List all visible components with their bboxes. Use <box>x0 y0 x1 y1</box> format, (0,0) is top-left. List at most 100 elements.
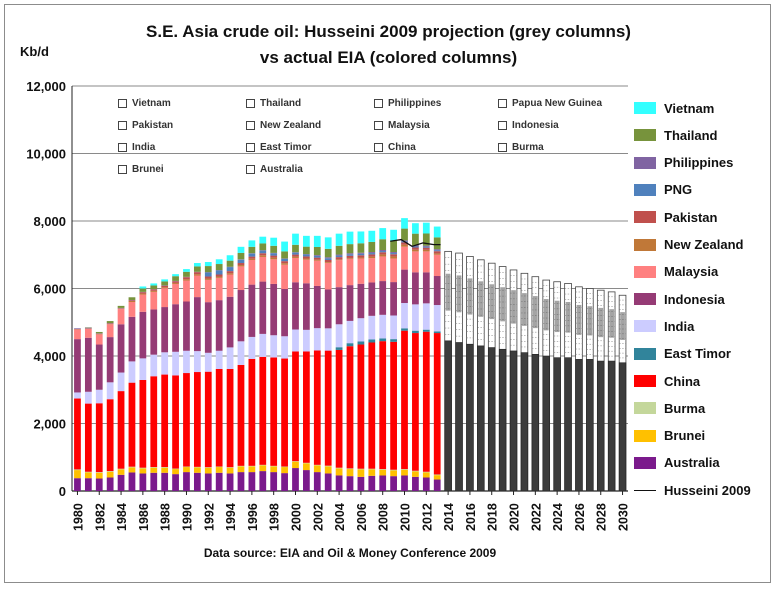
bar-segment-brunei <box>270 466 278 473</box>
bar-segment-china <box>237 364 245 466</box>
bar-segment-pakistan <box>204 276 212 279</box>
bar-segment-pakistan <box>422 247 430 250</box>
bar-segment-indonesia <box>303 283 310 330</box>
bar-segment-new-zealand <box>270 257 278 260</box>
bar-segment-east-timor <box>433 331 441 334</box>
bar-segment-australia <box>270 472 278 491</box>
bar-segment-thailand <box>346 244 354 254</box>
projection-bar <box>575 286 583 492</box>
bar-segment-east-timor <box>412 330 419 334</box>
bar-segment-new-zealand <box>183 279 190 281</box>
inner-legend-label: Papua New Guinea <box>512 98 603 109</box>
bar-segment-indonesia <box>95 344 103 390</box>
bar-segment-china <box>248 358 256 466</box>
projection-bar-lower <box>531 354 540 492</box>
bar-segment-east-timor <box>379 338 387 342</box>
bar-segment-pakistan <box>313 257 321 260</box>
bar-segment-brunei <box>204 467 212 474</box>
bar-segment-burma <box>74 469 81 471</box>
bar-segment-png <box>259 250 267 254</box>
bar-segment-burma <box>95 472 103 473</box>
bar-segment-australia <box>117 474 125 491</box>
bar-segment-thailand <box>379 239 387 251</box>
bar-segment-brunei <box>324 466 332 474</box>
bar-segment-thailand <box>335 245 343 255</box>
bar-segment-pakistan <box>248 256 256 259</box>
bar-segment-australia <box>139 473 147 491</box>
bar-segment-china <box>303 351 310 463</box>
bar-segment-india <box>237 341 245 365</box>
y-tick-label: 8,000 <box>33 214 66 229</box>
bar-segment-india <box>368 315 376 340</box>
bar-segment-new-zealand <box>259 255 267 257</box>
legend-line-swatch <box>634 489 656 491</box>
bar-segment-new-zealand <box>379 254 387 257</box>
bar-segment-india <box>292 329 299 352</box>
inner-legend-box <box>374 121 383 130</box>
bar-segment-thailand <box>150 285 158 290</box>
bar-segment-burma <box>270 465 278 467</box>
projection-bar-lower <box>477 345 485 492</box>
bar-segment-china <box>117 391 125 469</box>
bar-segment-brunei <box>183 467 190 473</box>
bar-segment-burma <box>422 471 430 473</box>
projection-bar-lower <box>509 350 518 492</box>
y-tick-label: 0 <box>59 484 66 499</box>
bar-segment-australia <box>215 472 223 491</box>
bar-segment-china <box>346 346 354 469</box>
x-tick-label: 2012 <box>420 503 434 531</box>
x-tick-label: 1996 <box>246 503 260 531</box>
bar-segment-australia <box>128 472 136 491</box>
bar-segment-burma <box>226 467 234 468</box>
bar-segment-philippines <box>390 252 397 254</box>
bar-segment-india <box>74 392 81 399</box>
bar-segment-burma <box>433 474 441 476</box>
bar-segment-indonesia <box>215 300 223 351</box>
bar-segment-indonesia <box>401 269 408 304</box>
bar-segment-new-zealand <box>172 282 179 284</box>
legend-swatch <box>634 211 656 224</box>
bar-segment-india <box>270 335 278 358</box>
bar-segment-burma <box>324 465 332 467</box>
inner-legend-item: New Zealand <box>246 120 321 131</box>
bar-segment-thailand <box>106 321 114 324</box>
bar-segment-new-zealand <box>335 259 343 261</box>
bar-segment-china <box>390 341 397 470</box>
bar-segment-indonesia <box>226 296 234 348</box>
bar-segment-philippines <box>357 252 365 254</box>
bar-segment-pakistan <box>161 285 169 288</box>
bar-segment-brunei <box>248 466 256 473</box>
bar-segment-vietnam <box>346 231 354 245</box>
inner-legend-item: Pakistan <box>118 120 173 131</box>
bar-segment-burma <box>412 470 419 472</box>
projection-bar-mid <box>467 278 473 315</box>
bar-segment-brunei <box>172 469 179 475</box>
bar-segment-china <box>95 403 103 473</box>
bar-segment-brunei <box>313 465 321 473</box>
bar-segment-india <box>161 352 169 375</box>
y-tick-label: 12,000 <box>26 79 66 94</box>
x-tick-label: 1994 <box>224 503 238 531</box>
bar-segment-philippines <box>74 328 81 329</box>
chart-title-line2: vs actual EIA (colored columns) <box>259 48 518 67</box>
legend-swatch <box>634 102 656 114</box>
bar-segment-brunei <box>161 467 169 473</box>
bar-segment-china <box>379 341 387 470</box>
bar-segment-thailand <box>357 243 365 253</box>
bar-segment-east-timor <box>346 343 354 347</box>
bar-segment-india <box>422 303 430 330</box>
bar-segment-png <box>303 254 310 257</box>
legend-item: Malaysia <box>634 264 718 280</box>
bar-segment-australia <box>150 472 158 491</box>
bar-segment-china <box>357 344 365 469</box>
bar-segment-vietnam <box>412 223 419 234</box>
bar-segment-pakistan <box>172 281 179 283</box>
bar-segment-vietnam <box>259 236 267 244</box>
bar-segment-australia <box>390 476 397 491</box>
bar-segment-india <box>346 320 354 344</box>
bar-segment-burma <box>368 468 376 470</box>
inner-legend-item: Thailand <box>246 98 301 109</box>
inner-legend-box <box>118 165 127 174</box>
projection-bar-mid <box>456 275 462 313</box>
bar-segment-brunei <box>281 467 288 474</box>
